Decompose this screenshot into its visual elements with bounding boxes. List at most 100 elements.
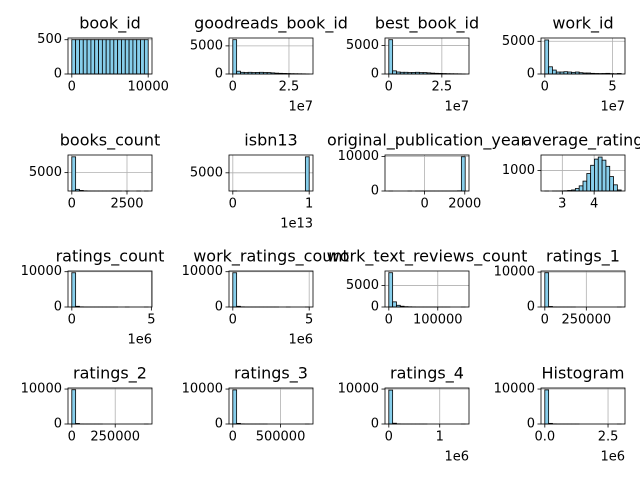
axes-frame bbox=[384, 154, 470, 192]
bar bbox=[544, 389, 550, 425]
axes-frame bbox=[228, 270, 314, 308]
axes-frame bbox=[228, 154, 314, 192]
subplot: 0 10000 0 2000 original_publication_year bbox=[327, 131, 528, 212]
x-tick-label: 1 bbox=[305, 197, 313, 212]
bar bbox=[79, 39, 84, 75]
y-tick-label: 5000 bbox=[346, 278, 379, 293]
axes-frame bbox=[67, 154, 153, 192]
bar bbox=[140, 39, 145, 75]
y-tick-label: 0 bbox=[54, 67, 62, 82]
x-tick-label: 0 bbox=[68, 80, 76, 95]
bar bbox=[117, 39, 122, 75]
x-tick-label: 0 bbox=[385, 313, 393, 328]
subplot: 0 10000 0 5 ratings_count 1e6 bbox=[21, 247, 165, 348]
bar bbox=[232, 389, 238, 425]
subplot: 0 5000 0 2.5 best_book_id 1e7 bbox=[346, 14, 479, 115]
y-tick-label: 0 bbox=[54, 300, 62, 315]
subplot: 0 10000 0.0 2.5 Histogram 1e6 bbox=[494, 364, 626, 465]
subplot-title: isbn13 bbox=[244, 131, 297, 150]
axes-frame bbox=[540, 154, 626, 192]
axes-frame bbox=[384, 37, 470, 75]
subplot-title: work_ratings_count bbox=[193, 247, 349, 267]
x-tick-label: 500000 bbox=[256, 430, 306, 445]
bar bbox=[98, 39, 103, 75]
subplot-title: average_rating bbox=[523, 131, 640, 151]
x-tick-label: 0 bbox=[229, 430, 237, 445]
subplot-title: work_id bbox=[552, 14, 613, 34]
x-tick-label: 1 bbox=[436, 430, 444, 445]
axes-frame bbox=[67, 37, 153, 75]
bar bbox=[578, 185, 584, 192]
bar bbox=[552, 69, 557, 75]
bar bbox=[590, 164, 595, 192]
y-tick-label: 0 bbox=[527, 417, 535, 432]
axes-frame bbox=[540, 387, 626, 425]
bar bbox=[121, 39, 126, 75]
y-tick-label: 0 bbox=[371, 300, 379, 315]
x-tick-label: 4 bbox=[590, 197, 598, 212]
subplot-title: ratings_count bbox=[56, 247, 165, 267]
bar bbox=[124, 39, 130, 75]
axes-frame bbox=[384, 387, 470, 425]
x-tick-label: 0 bbox=[68, 197, 76, 212]
bar bbox=[544, 272, 550, 308]
x-tick-label: 10000 bbox=[128, 80, 169, 95]
subplot: 5000 0 1 isbn13 1e13 bbox=[190, 131, 314, 232]
x-tick-label: 2.5 bbox=[432, 80, 453, 95]
subplot: 0 10000 0 250000 ratings_1 bbox=[494, 247, 626, 328]
x-tick-label: 0 bbox=[68, 430, 76, 445]
bar bbox=[613, 184, 618, 192]
bar bbox=[460, 156, 466, 192]
bar bbox=[132, 39, 138, 75]
subplot: 0 10000 0 5 work_ratings_count 1e6 bbox=[182, 247, 349, 348]
x-offset-label: 1e6 bbox=[127, 333, 152, 348]
y-tick-label: 0 bbox=[215, 417, 223, 432]
x-tick-label: 5 bbox=[147, 313, 155, 328]
bar bbox=[392, 301, 397, 308]
y-tick-label: 10000 bbox=[21, 382, 62, 397]
subplot: 0 5000 0 5 work_id 1e7 bbox=[502, 14, 626, 115]
y-tick-label: 10000 bbox=[182, 382, 223, 397]
subplot-title: work_text_reviews_count bbox=[327, 247, 528, 267]
x-offset-label: 1e7 bbox=[288, 100, 313, 115]
x-offset-label: 1e6 bbox=[600, 450, 625, 465]
y-tick-label: 5000 bbox=[29, 165, 62, 180]
subplot-title: best_book_id bbox=[375, 14, 479, 34]
x-tick-label: 250000 bbox=[90, 430, 140, 445]
x-offset-label: 1e6 bbox=[444, 450, 469, 465]
subplot: 0 10000 0 1 ratings_4 1e6 bbox=[338, 364, 470, 465]
x-tick-label: 0 bbox=[385, 80, 393, 95]
bar bbox=[75, 39, 80, 75]
x-tick-label: 0 bbox=[68, 313, 76, 328]
bar bbox=[232, 39, 238, 75]
bar bbox=[232, 272, 238, 308]
x-tick-label: 250000 bbox=[561, 313, 611, 328]
bar bbox=[101, 39, 107, 75]
subplot: 0 10000 0 250000 ratings_2 bbox=[21, 364, 153, 445]
subplot-title: Histogram bbox=[542, 364, 625, 383]
x-tick-label: 5 bbox=[608, 80, 616, 95]
x-tick-label: 2.5 bbox=[598, 430, 619, 445]
x-offset-label: 1e6 bbox=[288, 333, 313, 348]
x-tick-label: 2000 bbox=[448, 197, 481, 212]
y-tick-label: 10000 bbox=[494, 382, 535, 397]
bar bbox=[82, 39, 88, 75]
bar bbox=[94, 39, 99, 75]
axes-frame bbox=[228, 387, 314, 425]
subplot-title: book_id bbox=[79, 14, 141, 34]
bar bbox=[90, 39, 96, 75]
bar bbox=[582, 180, 588, 192]
y-tick-label: 0 bbox=[527, 300, 535, 315]
bar bbox=[388, 389, 394, 425]
bar bbox=[544, 39, 550, 75]
y-tick-label: 0 bbox=[527, 67, 535, 82]
x-tick-label: 0.0 bbox=[534, 430, 555, 445]
axes-frame bbox=[384, 270, 470, 308]
bar bbox=[548, 66, 553, 75]
subplot: 0 5000 0 2.5 goodreads_book_id 1e7 bbox=[190, 14, 348, 115]
subplot-title: ratings_3 bbox=[234, 364, 308, 384]
bar bbox=[236, 70, 241, 75]
